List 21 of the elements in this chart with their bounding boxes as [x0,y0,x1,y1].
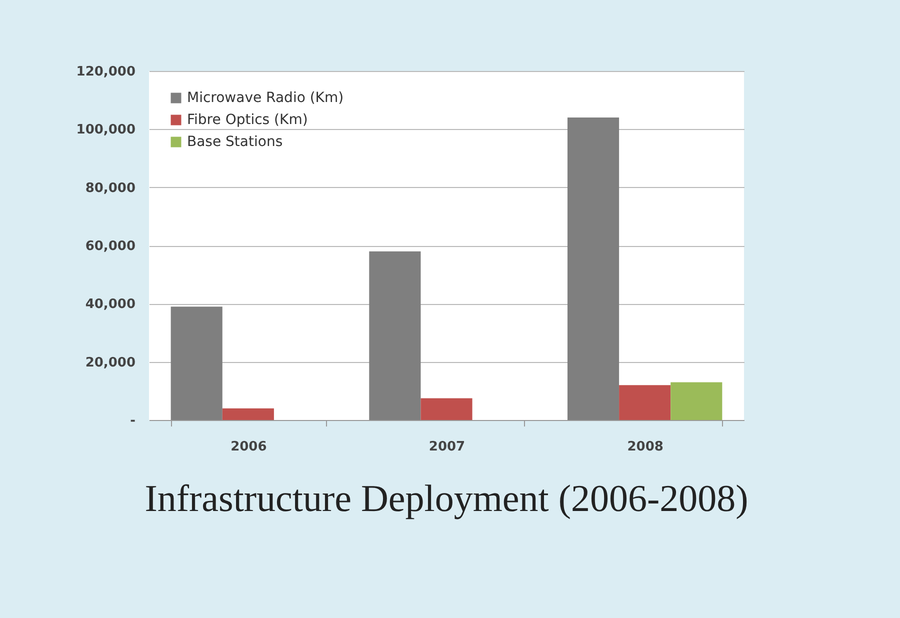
bar [170,306,222,420]
bar [567,118,620,420]
legend-label: Microwave Radio (Km) [187,90,344,106]
y-tick-label: 100,000 [76,122,136,138]
legend-label: Base Stations [187,134,283,150]
bar [619,385,671,420]
bar [420,398,472,420]
legend-label: Fibre Optics (Km) [187,112,308,128]
y-tick-label: 20,000 [85,355,136,370]
y-tick-label: - [130,414,136,428]
y-tick-label: 80,000 [85,180,136,196]
x-tick-label: 2008 [627,440,664,454]
bar [369,251,421,420]
y-tick-label: 120,000 [76,64,136,80]
x-tick-label: 2007 [428,440,466,454]
y-tick-label: 40,000 [85,297,136,312]
text: Infrastructure Deployment (2006-2008) [144,478,748,520]
bar [222,408,274,420]
bar [670,382,722,420]
y-tick-label: 60,000 [85,239,136,254]
x-tick-label: 2006 [230,440,267,454]
